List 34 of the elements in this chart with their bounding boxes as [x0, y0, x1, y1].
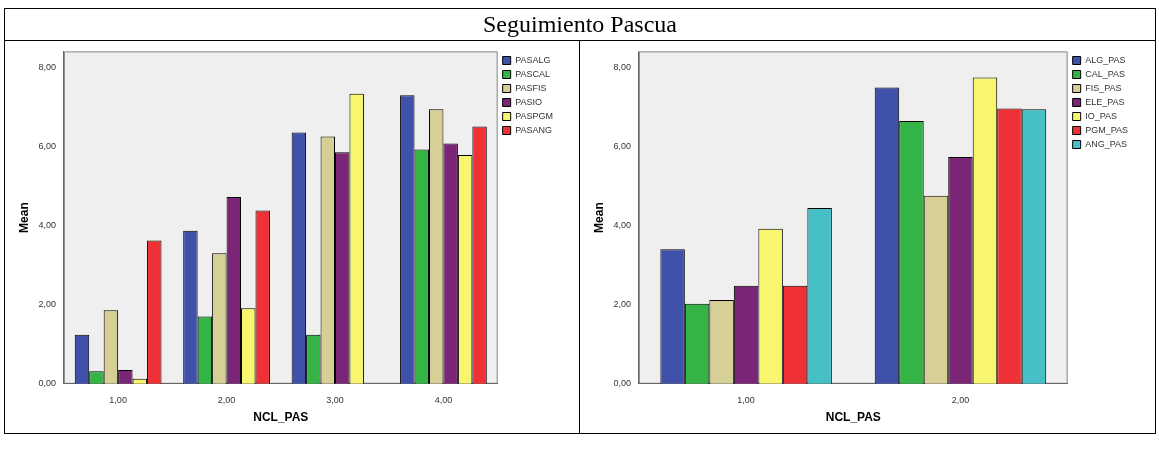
x-tick-label: 2,00	[217, 394, 236, 405]
x-tick-label: 2,00	[951, 394, 970, 405]
legend-label: CAL_PAS	[1085, 68, 1126, 79]
legend-label: PGM_PAS	[1085, 124, 1129, 135]
legend-label: IO_PAS	[1085, 110, 1118, 121]
x-axis-title: NCL_PAS	[825, 410, 881, 425]
y-tick-label: 2,00	[38, 299, 56, 310]
legend-label: PASANG	[515, 124, 552, 135]
legend-label: PASCAL	[515, 68, 551, 79]
legend-label: PASALG	[515, 54, 551, 65]
x-tick-label: 1,00	[109, 394, 127, 405]
y-tick-label: 8,00	[38, 61, 56, 72]
x-tick-label: 4,00	[434, 394, 453, 405]
y-tick-label: 8,00	[613, 61, 631, 72]
y-tick-label: 2,00	[613, 299, 631, 310]
y-tick-label: 6,00	[613, 140, 631, 151]
legend-label: PASIO	[515, 96, 542, 107]
y-tick-label: 6,00	[38, 140, 56, 151]
legend-label: PASFIS	[515, 82, 547, 93]
legend-label: FIS_PAS	[1085, 82, 1122, 93]
legend-label: ALG_PAS	[1085, 54, 1126, 65]
x-tick-label: 1,00	[737, 394, 755, 405]
y-axis-title: Mean	[16, 202, 31, 233]
x-axis-title: NCL_PAS	[253, 410, 309, 425]
y-tick-label: 4,00	[38, 220, 56, 230]
y-tick-label: 4,00	[613, 220, 631, 230]
y-axis-title: Mean	[591, 202, 606, 233]
legend-label: ANG_PAS	[1085, 138, 1128, 149]
text: Seguimiento Pascua	[5, 9, 1155, 41]
y-tick-label: 0,00	[38, 378, 56, 389]
y-tick-label: 0,00	[613, 378, 631, 389]
legend-label: ELE_PAS	[1085, 96, 1125, 107]
x-tick-label: 3,00	[326, 394, 344, 405]
legend-label: PASPGM	[515, 110, 553, 121]
